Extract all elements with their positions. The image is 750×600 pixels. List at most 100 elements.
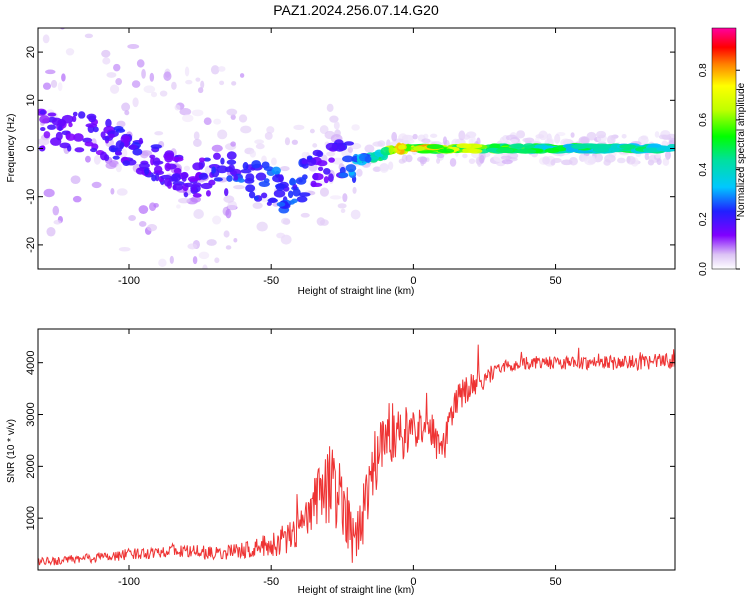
spectrogram-cell: [462, 134, 471, 140]
spectrogram-cell: [233, 174, 239, 181]
spectrogram-cell: [233, 274, 239, 281]
spectrogram-cell: [405, 154, 413, 163]
spectrogram-cell: [192, 182, 202, 188]
spectrogram-cell: [317, 160, 328, 167]
spectrogram-cell: [596, 130, 607, 139]
spectrogram-cell: [115, 163, 122, 173]
spectrogram-cell: [658, 134, 668, 140]
spectrogram-cell: [65, 48, 75, 56]
spectrogram-cell: [493, 153, 505, 162]
spectrogram-cell: [296, 196, 308, 203]
spectrogram-cell: [607, 135, 616, 145]
spectrogram-cell: [468, 158, 476, 164]
spectrogram-cell: [120, 135, 131, 144]
spectrogram-cell: [522, 143, 536, 149]
spectrogram-cell: [46, 227, 56, 237]
spectrogram-cell: [159, 90, 168, 97]
spectrogram-y-tick-label: 20: [25, 46, 37, 58]
spectrogram-cell: [223, 230, 230, 238]
spectrogram-cell: [270, 157, 277, 166]
snr-y-axis-label: SNR (10 * v/v): [6, 419, 17, 483]
spectrogram-cell: [471, 135, 476, 145]
spectrogram-cell: [57, 82, 63, 92]
spectrogram-cell: [122, 160, 131, 166]
spectrogram-cell: [213, 152, 221, 160]
spectrogram-cell: [115, 128, 126, 133]
spectrogram-cell: [328, 157, 335, 163]
spectrogram-cell: [462, 153, 468, 159]
spectrogram-cell: [109, 84, 120, 94]
spectrogram-cell: [255, 172, 267, 181]
spectrogram-cell: [225, 208, 232, 219]
spectrogram-cell: [429, 133, 438, 138]
spectrogram-cell: [40, 145, 46, 151]
spectrogram-cell: [276, 232, 286, 239]
spectrogram-cell: [171, 156, 184, 162]
snr-y-tick-label: 4000: [25, 350, 37, 374]
spectrogram-x-tick-label: 50: [549, 275, 561, 287]
colorbar-tick-label: 0.0: [698, 262, 709, 276]
colorbar-label: Normalized spectral amplitude: [736, 82, 747, 217]
spectrogram-cell: [169, 255, 174, 264]
spectrogram-cell: [91, 181, 102, 189]
spectrogram-cell: [150, 144, 163, 149]
spectrogram-cell: [211, 144, 223, 152]
spectrogram-cell: [191, 109, 204, 117]
spectrogram-cell: [171, 81, 177, 90]
colorbar-ticks: 0.0 0.2 0.4 0.6 0.8: [698, 63, 740, 276]
snr-x-tick-label: 0: [410, 576, 416, 588]
spectrogram-cell: [398, 144, 406, 150]
spectrogram-cell: [202, 264, 208, 269]
spectrogram-cell: [233, 237, 238, 243]
spectrogram-cell: [332, 157, 344, 165]
spectrogram-cell: [238, 114, 248, 123]
spectrogram-cell: [319, 125, 329, 135]
spectrogram-cell: [172, 183, 184, 191]
spectrogram-cell: [146, 224, 158, 232]
spectrogram-cell: [550, 159, 556, 166]
spectrogram-cell: [136, 59, 145, 68]
spectrogram-cell: [242, 162, 249, 171]
spectrogram-cell: [293, 124, 305, 131]
spectrogram-cell: [53, 219, 62, 225]
spectrogram-cell: [170, 173, 181, 182]
spectrogram-cell: [284, 137, 291, 146]
spectrogram-cell: [110, 187, 115, 195]
spectrogram-cell: [90, 147, 98, 153]
spectrogram-cell: [84, 33, 94, 39]
spectrogram-cell: [320, 219, 329, 226]
spectrogram-cell: [173, 167, 182, 175]
spectrogram-cell: [542, 156, 550, 165]
spectrogram-cell: [216, 165, 228, 174]
snr-y-tick-label: 3000: [25, 402, 37, 426]
spectrogram-y-axis-label: Frequency (Hz): [6, 114, 17, 183]
spectrogram-cell: [192, 193, 202, 198]
spectrogram-cell: [329, 195, 342, 200]
spectrogram-cell: [500, 155, 512, 160]
spectrogram-cell: [176, 204, 181, 209]
snr-x-ticks: -100 -50 0 50: [118, 329, 562, 588]
spectrogram-cell: [516, 130, 526, 139]
spectrogram-cell: [275, 183, 285, 191]
spectrogram-cell: [230, 141, 236, 147]
colorbar: 0.0 0.2 0.4 0.6 0.8 Normalized spectral ampl…: [698, 27, 747, 276]
spectrogram-cell: [178, 197, 190, 204]
spectrogram-cell: [149, 154, 156, 159]
spectrogram-cell: [329, 115, 339, 123]
spectrogram-cell: [116, 120, 126, 128]
spectrogram-cell: [577, 143, 600, 149]
spectrogram-cell: [292, 184, 298, 190]
spectrogram-cell: [217, 66, 226, 72]
spectrogram-cell: [317, 166, 324, 172]
spectrogram-cell: [356, 168, 363, 177]
spectrogram-cell: [143, 85, 156, 94]
spectrogram-cell: [93, 154, 101, 165]
spectrogram-cell: [42, 34, 50, 44]
spectrogram-cell: [421, 138, 431, 144]
spectrogram-cell: [256, 221, 268, 232]
spectrogram-cell: [192, 162, 203, 171]
spectrogram-cell: [179, 108, 192, 116]
spectrogram-cell: [121, 102, 131, 112]
snr-series-line: [38, 344, 675, 566]
spectrogram-cell: [154, 131, 164, 136]
